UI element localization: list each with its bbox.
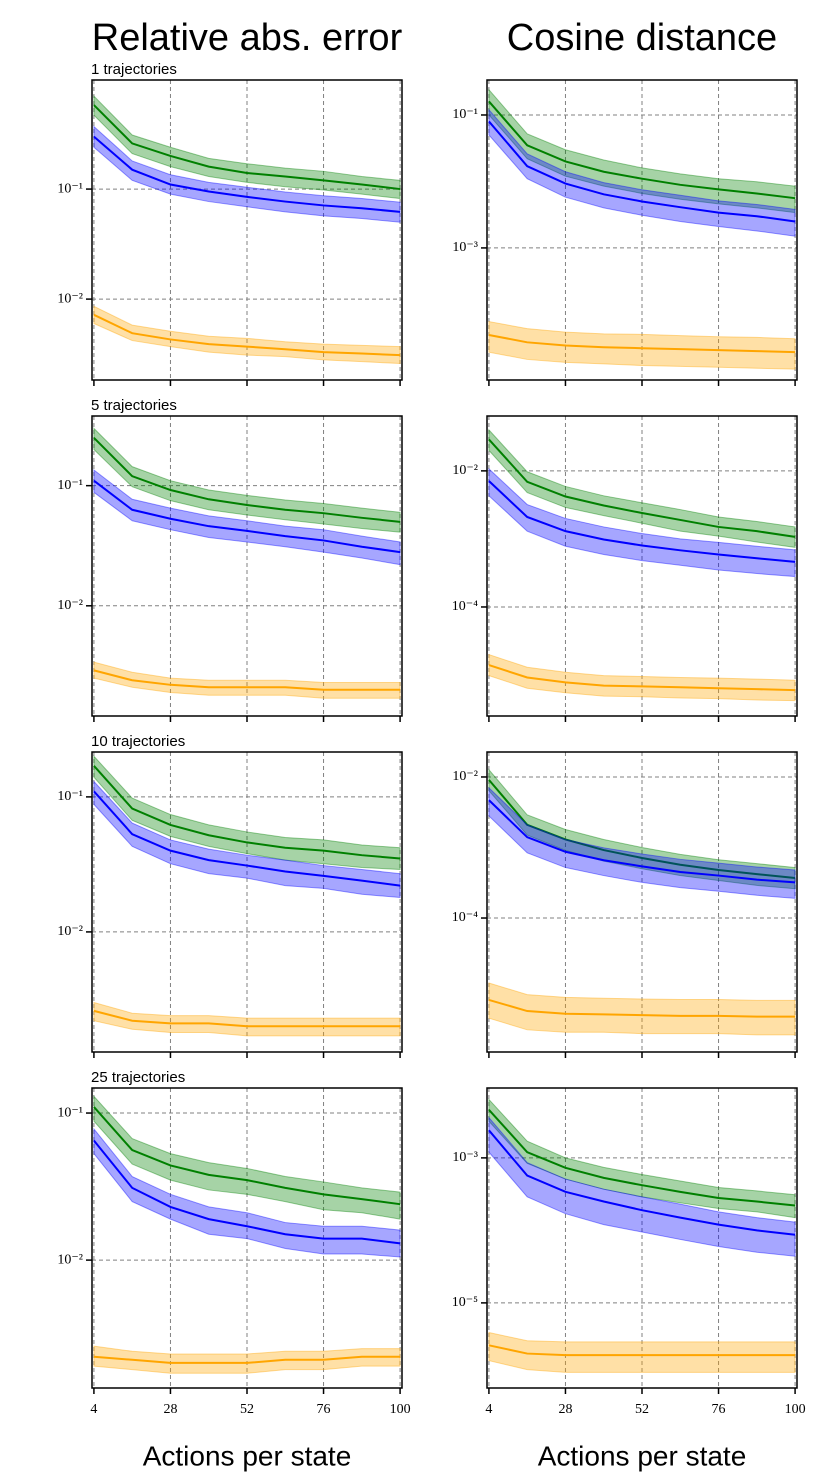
y-tick-label: 10⁻¹ — [57, 1105, 83, 1120]
line — [488, 480, 796, 563]
band — [488, 1331, 796, 1373]
line — [488, 120, 796, 223]
band — [93, 305, 401, 365]
x-axis-label: Actions per state — [538, 1440, 747, 1471]
x-tick-label: 52 — [635, 1402, 649, 1417]
plot-frame — [91, 79, 403, 381]
band — [488, 88, 796, 214]
line — [488, 333, 796, 354]
band — [488, 982, 796, 1036]
band — [488, 786, 796, 899]
y-tick-label: 10⁻² — [57, 598, 83, 613]
line — [488, 664, 796, 692]
x-tick-label: 76 — [317, 1402, 331, 1417]
line — [93, 1106, 401, 1206]
band — [93, 1001, 401, 1037]
band — [93, 754, 401, 871]
y-tick-label: 10⁻² — [57, 924, 83, 939]
line — [488, 1129, 796, 1236]
band — [93, 1094, 401, 1220]
band — [488, 768, 796, 890]
y-tick-label: 10⁻⁴ — [452, 910, 478, 925]
y-tick-label: 10⁻³ — [452, 240, 478, 255]
line — [93, 437, 401, 523]
panel-label: 10 trajectories — [91, 733, 185, 750]
x-tick-label: 100 — [390, 1402, 411, 1417]
plot-frame — [486, 1087, 798, 1389]
x-tick-label: 76 — [712, 1402, 726, 1417]
band — [93, 94, 401, 200]
line — [93, 765, 401, 860]
x-axis-label: Actions per state — [143, 1440, 352, 1471]
line — [93, 1009, 401, 1028]
y-tick-label: 10⁻² — [452, 463, 478, 478]
band — [93, 1127, 401, 1258]
y-tick-label: 10⁻⁴ — [452, 599, 478, 614]
band — [488, 1098, 796, 1219]
column-title: Cosine distance — [507, 17, 777, 59]
line — [93, 104, 401, 191]
band — [93, 780, 401, 898]
y-tick-label: 10⁻² — [57, 1252, 83, 1267]
line — [93, 479, 401, 554]
x-tick-label: 4 — [90, 1402, 97, 1417]
band — [488, 108, 796, 237]
x-tick-label: 52 — [240, 1402, 254, 1417]
plot-frame — [486, 415, 798, 717]
line — [488, 779, 796, 879]
panel-label: 1 trajectories — [91, 61, 177, 78]
band — [93, 1345, 401, 1374]
y-tick-label: 10⁻² — [57, 291, 83, 306]
line — [93, 669, 401, 691]
line — [488, 100, 796, 200]
x-tick-label: 28 — [163, 1402, 177, 1417]
x-tick-label: 28 — [558, 1402, 572, 1417]
y-tick-label: 10⁻¹ — [452, 107, 478, 122]
y-tick-label: 10⁻² — [452, 769, 478, 784]
band — [488, 467, 796, 578]
panel-label: 5 trajectories — [91, 397, 177, 414]
plot-frame — [91, 751, 403, 1053]
line — [488, 799, 796, 884]
line — [488, 1344, 796, 1357]
line — [93, 313, 401, 357]
band — [488, 1116, 796, 1257]
line — [93, 1355, 401, 1364]
plot-frame — [91, 1087, 403, 1389]
y-tick-label: 10⁻¹ — [57, 181, 83, 196]
column-title: Relative abs. error — [92, 17, 403, 59]
plot-frame — [486, 79, 798, 381]
x-tick-label: 4 — [485, 1402, 492, 1417]
y-tick-label: 10⁻¹ — [57, 478, 83, 493]
line — [93, 790, 401, 887]
plot-frame — [486, 751, 798, 1053]
line — [488, 1109, 796, 1207]
plot-frame — [91, 415, 403, 717]
line — [93, 135, 401, 213]
line — [488, 998, 796, 1018]
panel-label: 25 trajectories — [91, 1069, 185, 1086]
x-tick-label: 100 — [785, 1402, 806, 1417]
y-tick-label: 10⁻¹ — [57, 789, 83, 804]
band — [93, 125, 401, 223]
y-tick-label: 10⁻³ — [452, 1150, 478, 1165]
band — [488, 428, 796, 548]
y-tick-label: 10⁻⁵ — [452, 1295, 478, 1310]
line — [488, 438, 796, 538]
band — [488, 320, 796, 370]
band — [93, 427, 401, 533]
line — [93, 1139, 401, 1245]
